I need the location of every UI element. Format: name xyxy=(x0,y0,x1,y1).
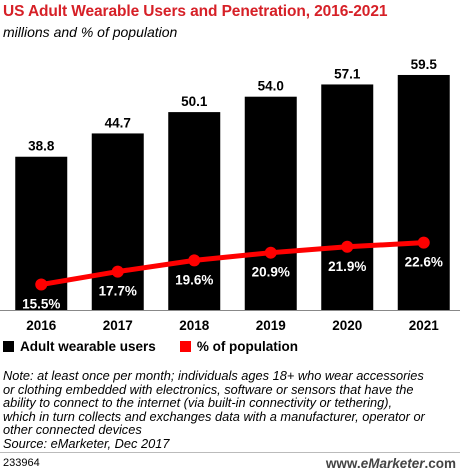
x-tick-label: 2021 xyxy=(409,318,440,333)
brand-prefix: www. xyxy=(325,456,361,471)
chart-id: 233964 xyxy=(3,457,40,469)
bar-value-label: 38.8 xyxy=(28,139,55,154)
note-line: or clothing embedded with electronics, s… xyxy=(3,381,414,397)
legend-swatch-penetration xyxy=(179,341,191,352)
chart-source: Source: eMarketer, Dec 2017 xyxy=(3,435,170,451)
legend-item-penetration: % of population xyxy=(179,339,299,354)
bar-value-label: 57.1 xyxy=(334,66,361,81)
line-value-label: 17.7% xyxy=(99,284,137,299)
line-value-label: 21.9% xyxy=(328,259,366,274)
x-tick-label: 2016 xyxy=(26,318,57,333)
bar xyxy=(91,133,144,310)
footer-divider xyxy=(0,452,460,453)
x-tick-label: 2020 xyxy=(332,318,362,333)
bar xyxy=(168,112,221,310)
legend-label-penetration: % of population xyxy=(196,339,299,354)
chart-note: Note: at least once per month; individua… xyxy=(3,369,459,450)
brand-name: eMarketer xyxy=(360,456,425,471)
bar xyxy=(321,84,374,310)
line-value-label: 19.6% xyxy=(175,272,213,287)
bar-value-label: 59.5 xyxy=(411,57,438,72)
bar xyxy=(397,74,450,310)
x-tick-label: 2019 xyxy=(256,318,286,333)
note-line: other connected devices xyxy=(3,422,142,437)
legend-item-users: Adult wearable users xyxy=(3,339,156,354)
x-tick-label: 2017 xyxy=(103,318,133,333)
chart-subtitle: millions and % of population xyxy=(3,24,178,40)
line-value-label: 20.9% xyxy=(252,265,290,280)
chart-canvas: 38.8 44.7 50.1 54.0 57.1 59.5 2016 2017 2018 2019… xyxy=(0,57,460,333)
line-point xyxy=(417,236,430,249)
line-value-label: 15.5% xyxy=(22,297,60,312)
legend-label-users: Adult wearable users xyxy=(20,339,156,354)
line-point xyxy=(35,278,48,291)
brand-logo: www.eMarketer.com xyxy=(326,456,456,471)
bar xyxy=(244,96,297,310)
brand-suffix: .com xyxy=(424,456,456,471)
line-value-label: 22.6% xyxy=(405,255,443,270)
bar-value-label: 54.0 xyxy=(258,79,284,94)
line-point xyxy=(341,240,354,253)
bar-value-label: 50.1 xyxy=(181,94,208,109)
line-point xyxy=(264,246,277,259)
legend-swatch-users xyxy=(3,341,14,352)
line-point xyxy=(188,254,201,267)
chart-legend: Adult wearable users % of population xyxy=(3,339,322,354)
note-line: Note: at least once per month; individua… xyxy=(3,368,424,383)
x-tick-label: 2018 xyxy=(179,318,210,333)
note-line: ability to connect to the internet (via … xyxy=(3,395,393,410)
bar-value-label: 44.7 xyxy=(105,115,131,130)
line-point xyxy=(111,265,124,278)
note-line: which in turn collects and exchanges dat… xyxy=(3,408,425,424)
line-series xyxy=(38,240,427,288)
chart-title: US Adult Wearable Users and Penetration,… xyxy=(3,3,388,20)
